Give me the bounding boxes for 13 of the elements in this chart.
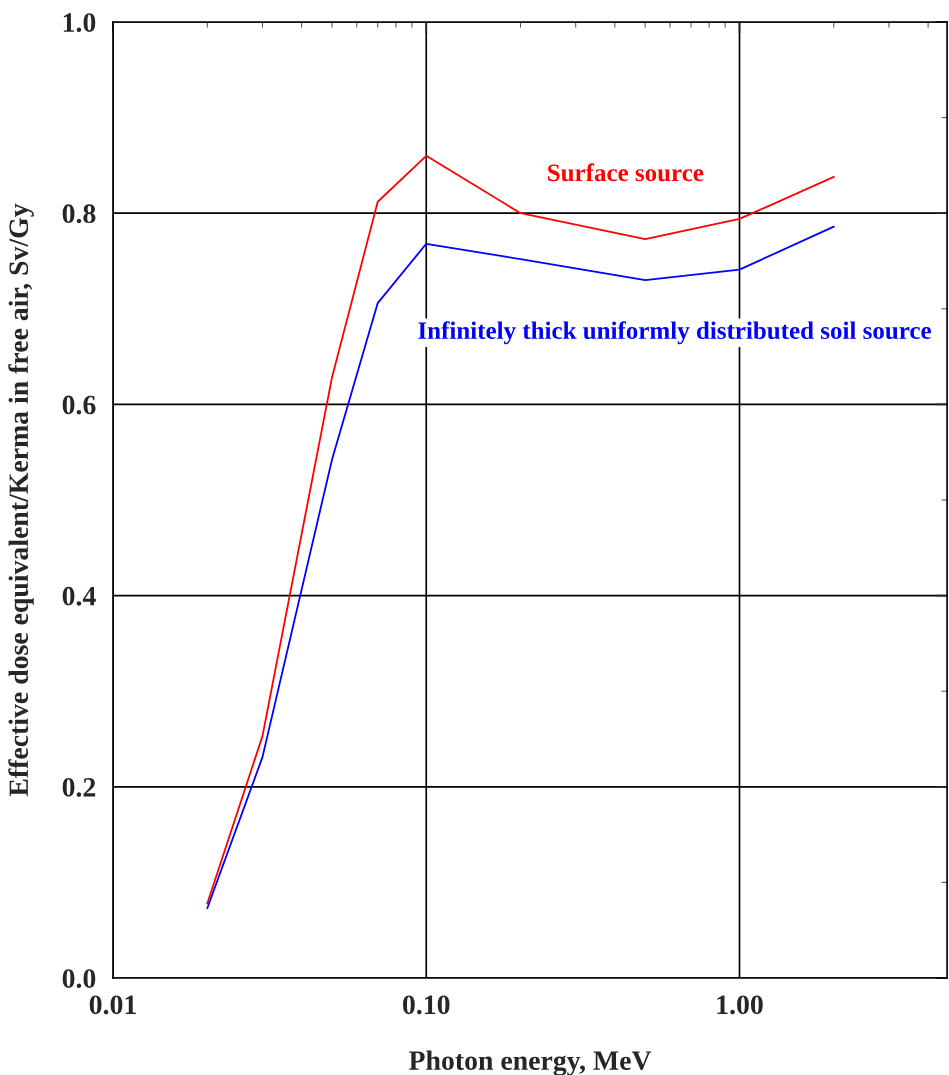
x-axis-title: Photon energy, MeV bbox=[409, 1050, 652, 1075]
y-tick-label: 0.0 bbox=[62, 969, 96, 989]
series-label: Infinitely thick uniformly distributed soil source bbox=[418, 321, 931, 345]
y-axis-title: Effective dose equivalent/Kerma in free air, Sv/Gy bbox=[8, 203, 34, 797]
y-tick-label: 0.6 bbox=[62, 395, 96, 415]
x-tick-label: 0.10 bbox=[403, 995, 450, 1015]
x-tick-label: 0.01 bbox=[89, 995, 136, 1015]
y-tick-label: 0.2 bbox=[62, 777, 96, 797]
y-tick-label: 0.8 bbox=[62, 204, 96, 224]
y-tick-label: 1.0 bbox=[63, 13, 96, 33]
series-label: Surface source bbox=[548, 163, 704, 182]
y-tick-label: 0.4 bbox=[62, 586, 96, 606]
x-tick-label: 1.00 bbox=[717, 995, 763, 1015]
